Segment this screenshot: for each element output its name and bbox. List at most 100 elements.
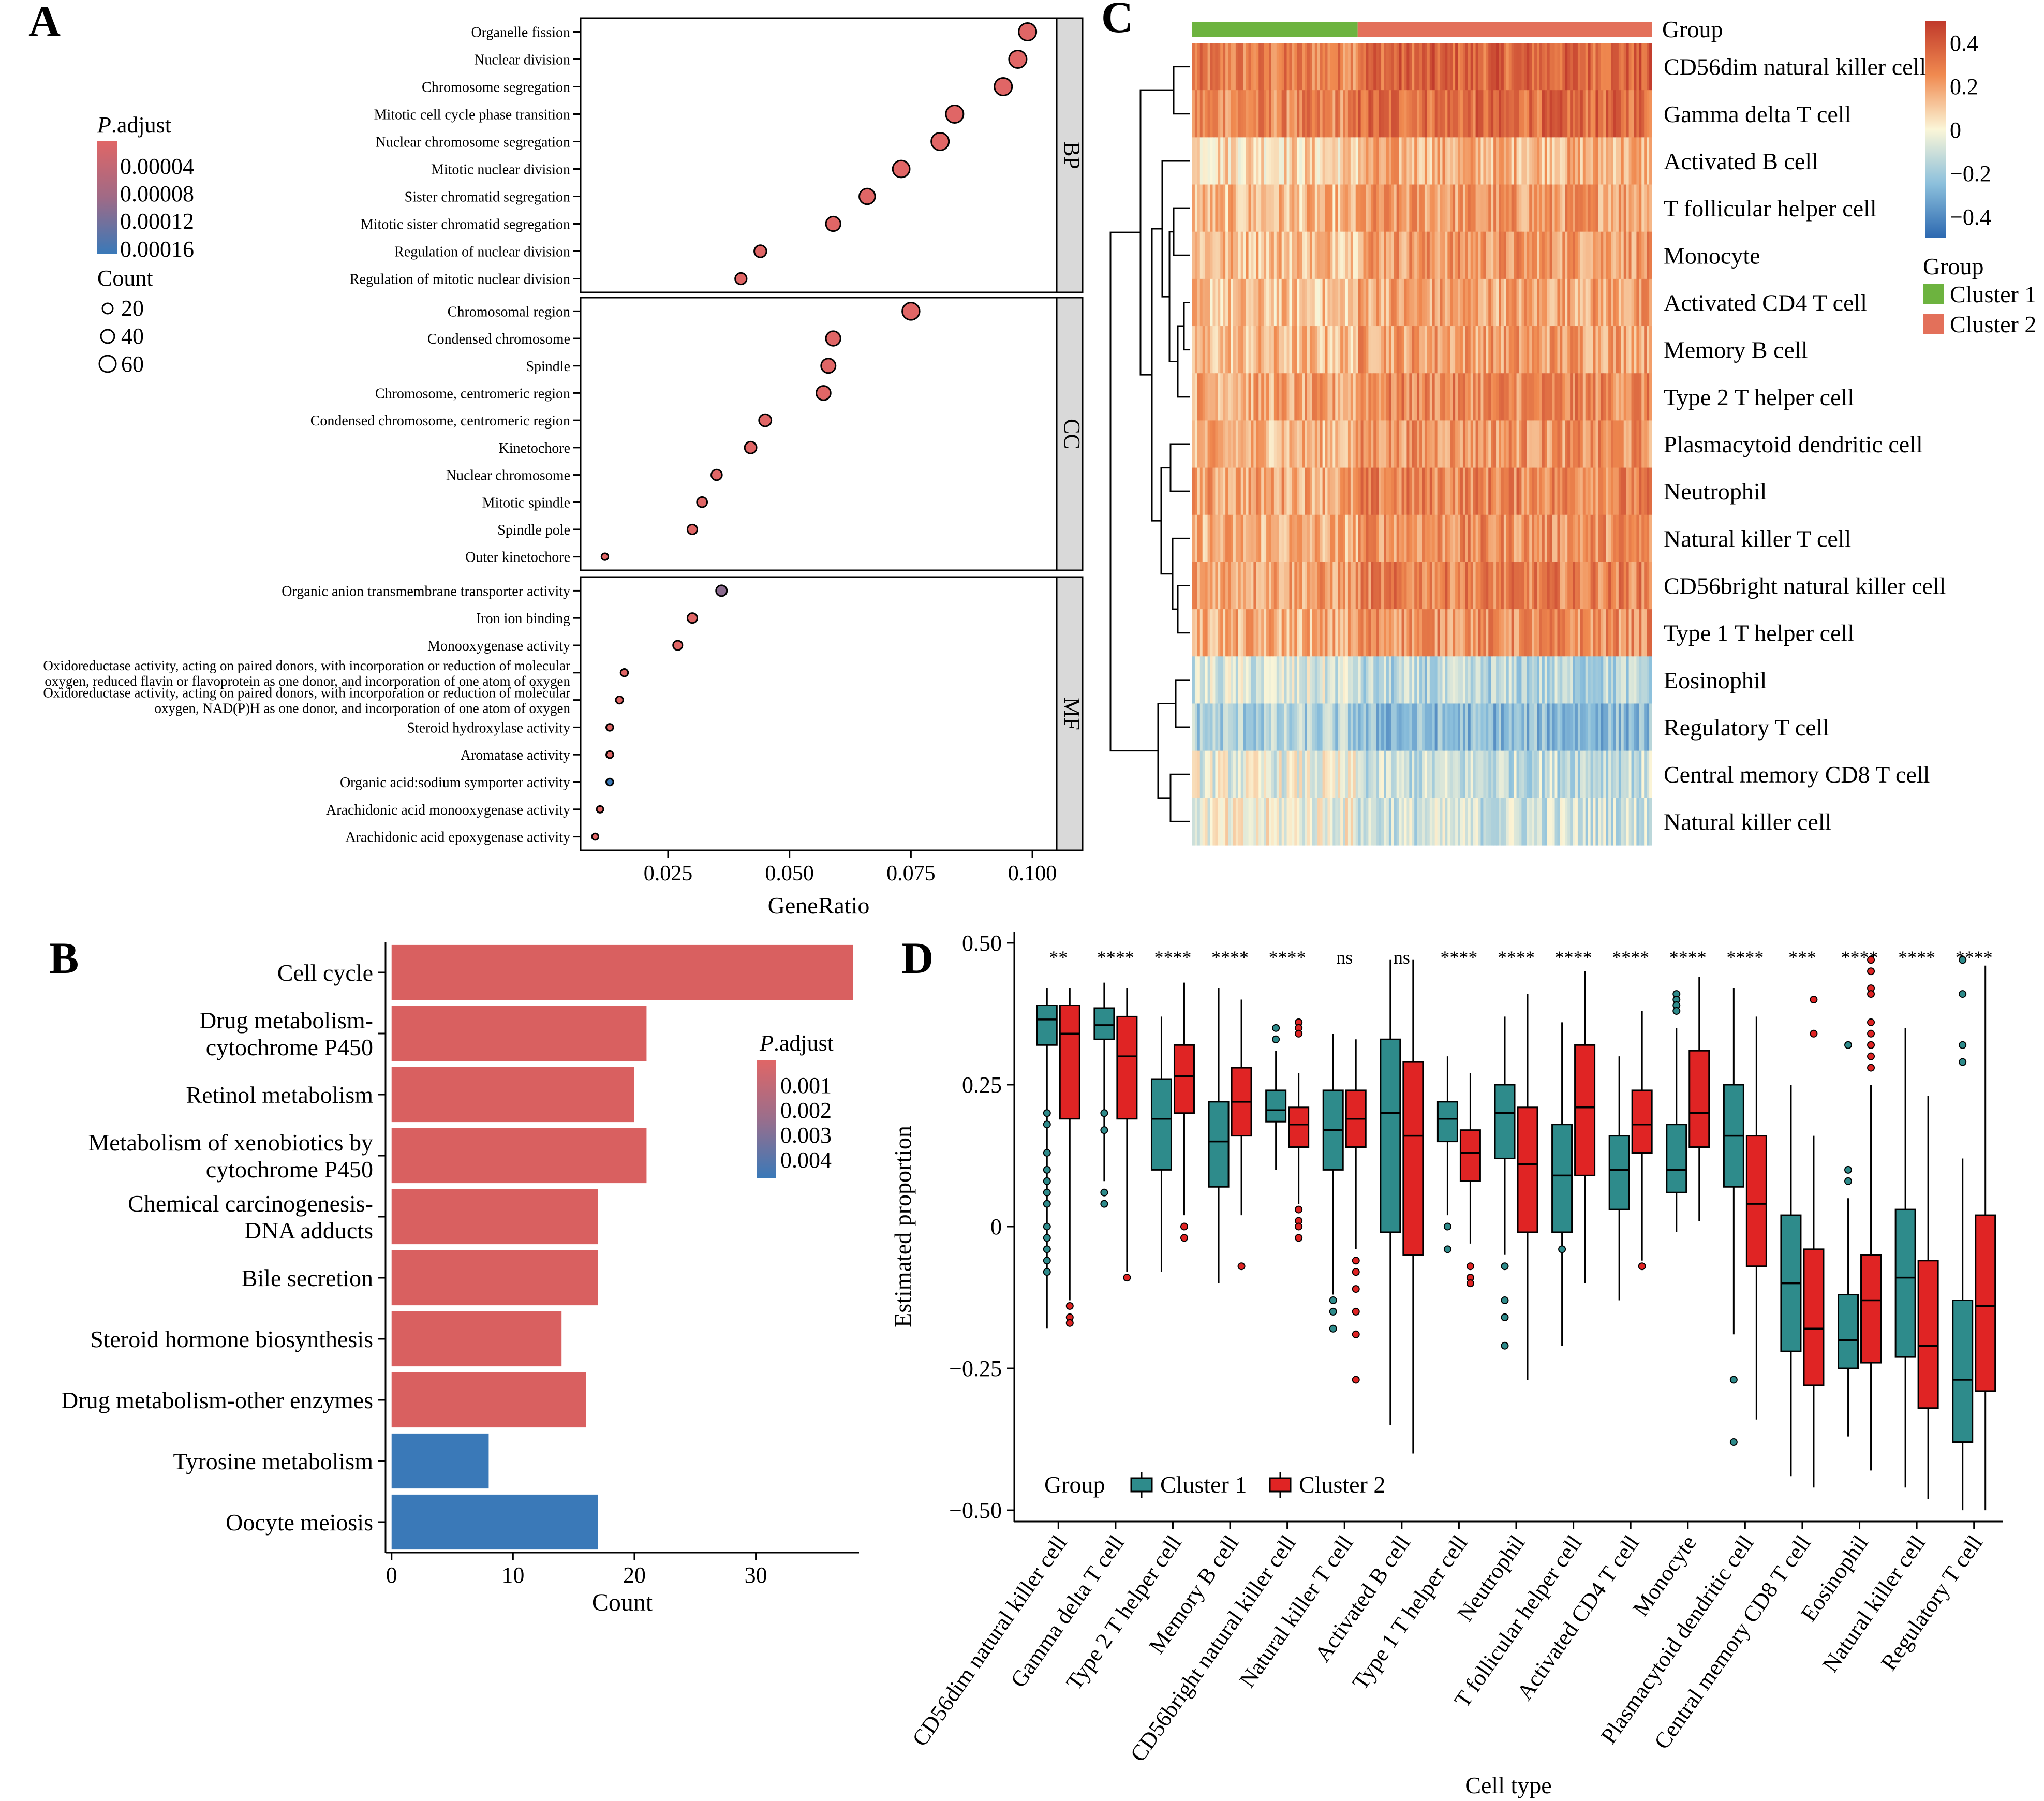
panel-d-box (1666, 1124, 1687, 1193)
panel-c-heatmap-cell (1228, 326, 1231, 374)
panel-c-heatmap-cell (1641, 373, 1645, 421)
panel-c-heatmap-cell (1366, 656, 1369, 704)
panel-c-heatmap-cell (1210, 514, 1213, 563)
panel-c-heatmap-cell (1595, 137, 1598, 185)
panel-c-heatmap-cell (1552, 562, 1556, 610)
panel-c-heatmap-cell (1491, 420, 1494, 468)
panel-c-heatmap-cell (1437, 562, 1441, 610)
panel-b-bar (391, 1494, 598, 1550)
panel-c-heatmap-cell (1414, 373, 1417, 421)
panel-c-heatmap-cell (1233, 467, 1236, 515)
panel-d-outlier (1501, 1341, 1509, 1350)
panel-c-heatmap-cell (1601, 562, 1604, 610)
panel-c-heatmap-cell (1547, 609, 1550, 657)
panel-c-heatmap-cell (1488, 43, 1491, 91)
panel-c-heatmap-cell (1641, 231, 1645, 279)
panel-c-heatmap-cell (1639, 184, 1642, 232)
panel-c-heatmap-cell (1396, 656, 1400, 704)
panel-c-heatmap-cell (1202, 278, 1206, 327)
panel-c-heatmap-cell (1312, 750, 1315, 799)
panel-c-heatmap-cell (1284, 278, 1287, 327)
panel-a-dot (758, 413, 773, 427)
panel-c-heatmap-cell (1307, 798, 1310, 846)
panel-c-heatmap-cell (1547, 137, 1550, 185)
panel-d-x-tick-label: Natural killer cell (1817, 1531, 1930, 1677)
panel-a-term-label: Condensed chromosome, centromeric region (310, 413, 570, 429)
panel-c-heatmap-cell (1412, 231, 1415, 279)
panel-c-heatmap-cell (1647, 373, 1650, 421)
panel-c-heatmap-cell (1496, 750, 1499, 799)
panel-c-heatmap-cell (1271, 467, 1275, 515)
panel-c-heatmap-cell (1251, 137, 1254, 185)
panel-c-heatmap-cell (1194, 750, 1198, 799)
panel-c-heatmap-cell (1567, 798, 1571, 846)
panel-c-heatmap-cell (1462, 137, 1466, 185)
panel-c-heatmap-cell (1539, 43, 1543, 91)
panel-c-heatmap-cell (1399, 750, 1402, 799)
panel-c-heatmap-cell (1475, 514, 1479, 563)
panel-c-heatmap-cell (1544, 703, 1548, 751)
panel-c-heatmap-cell (1527, 514, 1530, 563)
panel-c-heatmap-cell (1363, 43, 1367, 91)
panel-c-heatmap-cell (1246, 137, 1249, 185)
panel-d-outlier (1352, 1376, 1360, 1384)
panel-c-heatmap-cell (1488, 231, 1491, 279)
panel-c-heatmap-cell (1501, 703, 1504, 751)
panel-c-heatmap-cell (1399, 420, 1402, 468)
panel-c-heatmap-cell (1647, 609, 1650, 657)
panel-c-heatmap-cell (1358, 231, 1361, 279)
panel-c-heatmap-cell (1207, 137, 1211, 185)
panel-c-heatmap-cell (1215, 514, 1218, 563)
panel-c-heatmap-cell (1424, 656, 1428, 704)
panel-c-heatmap-cell (1427, 90, 1430, 138)
panel-c-heatmap-cell (1302, 562, 1305, 610)
panel-c-heatmap-cell (1332, 373, 1336, 421)
panel-c-heatmap-cell (1539, 467, 1543, 515)
panel-c-heatmap-cell (1429, 609, 1433, 657)
panel-c-heatmap-cell (1212, 750, 1216, 799)
panel-c-heatmap-cell (1468, 137, 1471, 185)
panel-c-heatmap-cell (1636, 278, 1639, 327)
panel-a-term-label: Organelle fission (471, 25, 570, 41)
panel-c-heatmap-cell (1429, 420, 1433, 468)
panel-d-outlier (1043, 1120, 1051, 1129)
panel-c-heatmap-cell (1194, 467, 1198, 515)
panel-c-heatmap-cell (1434, 656, 1438, 704)
panel-c-heatmap-cell (1281, 137, 1285, 185)
panel-c-heatmap-cell (1493, 562, 1497, 610)
panel-c-heatmap-cell (1582, 90, 1586, 138)
panel-c-heatmap-cell (1450, 562, 1453, 610)
panel-c-heatmap-cell (1573, 609, 1576, 657)
panel-c-heatmap-cell (1447, 231, 1450, 279)
panel-c-heatmap-cell (1631, 514, 1635, 563)
panel-c-heatmap-cell (1511, 278, 1515, 327)
panel-c-heatmap-cell (1639, 467, 1642, 515)
panel-c-heatmap-cell (1371, 43, 1374, 91)
panel-c-heatmap-cell (1427, 703, 1430, 751)
panel-c-heatmap-cell (1273, 420, 1277, 468)
panel-c-heatmap-cell (1379, 43, 1382, 91)
panel-a-x-tick-label: 0.025 (644, 862, 693, 885)
panel-c-heatmap-cell (1440, 467, 1443, 515)
panel-c-row-label: Regulatory T cell (1664, 714, 1829, 741)
panel-c-heatmap-cell (1573, 562, 1576, 610)
panel-c-heatmap-cell (1603, 467, 1606, 515)
panel-c-heatmap-cell (1332, 231, 1336, 279)
panel-c-heatmap-cell (1613, 562, 1617, 610)
panel-c-heatmap-cell (1340, 278, 1343, 327)
panel-c-heatmap-cell (1486, 798, 1489, 846)
panel-c-heatmap-cell (1598, 278, 1601, 327)
panel-c-heatmap-cell (1309, 656, 1313, 704)
panel-c-heatmap-cell (1453, 137, 1456, 185)
panel-c-heatmap-cell (1608, 373, 1611, 421)
panel-c-heatmap-cell (1327, 656, 1330, 704)
panel-c-heatmap-cell (1567, 137, 1571, 185)
panel-c-heatmap-cell (1379, 326, 1382, 374)
panel-c-heatmap-cell (1508, 278, 1512, 327)
panel-c-heatmap-cell (1231, 137, 1234, 185)
panel-c-heatmap-cell (1406, 43, 1410, 91)
panel-c-heatmap-cell (1598, 373, 1601, 421)
panel-c-heatmap-cell (1238, 467, 1241, 515)
panel-c-heatmap-cell (1363, 184, 1367, 232)
panel-c-heatmap-cell (1511, 467, 1515, 515)
